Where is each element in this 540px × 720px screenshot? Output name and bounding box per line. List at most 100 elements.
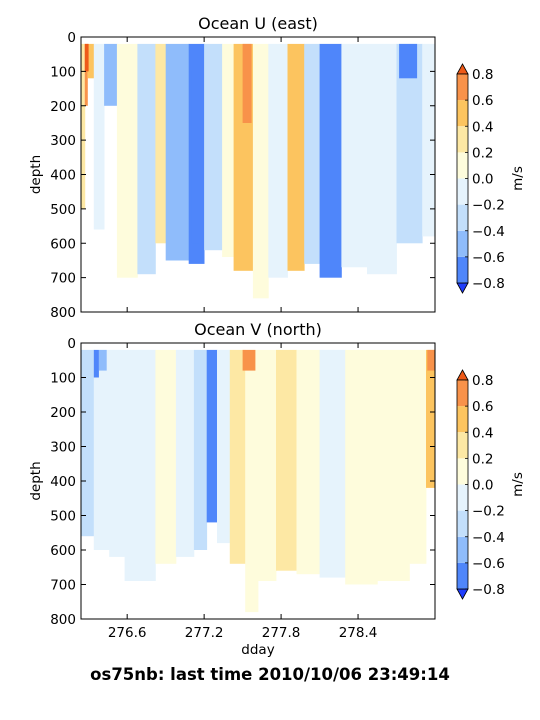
contour-column bbox=[87, 43, 95, 79]
contour-column bbox=[252, 43, 269, 299]
contour-column bbox=[137, 43, 156, 275]
contour-column bbox=[104, 43, 118, 106]
y-tick-label: 800 bbox=[50, 612, 76, 628]
colorbar-segment bbox=[457, 126, 468, 153]
contour-column bbox=[229, 349, 246, 564]
colorbar-tick-label: 0.6 bbox=[472, 93, 493, 109]
contour-column bbox=[319, 349, 346, 578]
contour-column bbox=[409, 349, 427, 564]
colorbar-segment bbox=[457, 406, 468, 433]
contour-column bbox=[276, 349, 297, 571]
colorbar-segment bbox=[457, 432, 468, 459]
contour-column bbox=[367, 43, 397, 275]
contour-column bbox=[93, 349, 110, 550]
contour-column bbox=[341, 43, 368, 268]
y-tick-label: 800 bbox=[50, 305, 76, 321]
colorbar-tick-label: 0.6 bbox=[472, 399, 493, 415]
y-axis-label: depth bbox=[28, 155, 44, 194]
contour-patch bbox=[93, 349, 99, 378]
ocean-v-panel: Ocean V (north) 0 100 200 300 400 500 600 700 800… bbox=[28, 320, 526, 658]
colorbar-label: m/s bbox=[510, 472, 526, 497]
colorbar-tick-label: 0.0 bbox=[472, 478, 493, 494]
panel-title: Ocean U (east) bbox=[198, 14, 318, 33]
contour-column bbox=[296, 349, 320, 575]
panel-title: Ocean V (north) bbox=[194, 320, 322, 339]
contour-column bbox=[81, 349, 95, 537]
y-tick-label: 200 bbox=[50, 405, 76, 421]
x-tick-label: 276.6 bbox=[108, 625, 147, 641]
colorbar-segment bbox=[457, 380, 468, 407]
contour-patch bbox=[84, 43, 89, 72]
colorbar-extend-min bbox=[456, 588, 469, 600]
colorbar-segment bbox=[457, 204, 468, 231]
ocean-u-panel: Ocean U (east) 0 100 200 300 400 500 600 700 800 d… bbox=[28, 14, 526, 321]
y-tick-label: 700 bbox=[50, 578, 76, 594]
colorbar-tick-label: −0.2 bbox=[472, 504, 505, 520]
contour-column bbox=[258, 349, 277, 581]
y-tick-label: 600 bbox=[50, 236, 76, 252]
colorbar-tick-label: −0.2 bbox=[472, 198, 505, 214]
colorbar-tick-label: −0.6 bbox=[472, 556, 505, 572]
y-tick-label: 100 bbox=[50, 371, 76, 387]
contour-column bbox=[245, 349, 259, 613]
colorbar-tick-label: 0.2 bbox=[472, 451, 493, 467]
colorbar-tick-label: −0.4 bbox=[472, 530, 505, 546]
colorbar-tick-label: 0.8 bbox=[472, 373, 493, 389]
contour-column bbox=[426, 349, 436, 488]
colorbar-tick-label: −0.4 bbox=[472, 224, 505, 240]
colorbar-tick-label: −0.8 bbox=[472, 582, 505, 598]
colorbar-segment bbox=[457, 178, 468, 205]
contour-column bbox=[345, 349, 378, 585]
contour-column bbox=[217, 349, 231, 544]
contour-column bbox=[222, 43, 234, 258]
colorbar-segment bbox=[457, 256, 468, 283]
contour-patch bbox=[99, 349, 107, 371]
footer-timestamp: os75nb: last time 2010/10/06 23:49:14 bbox=[90, 665, 450, 684]
x-tick-label: 278.4 bbox=[339, 625, 378, 641]
contour-column bbox=[175, 349, 195, 557]
y-tick-label: 200 bbox=[50, 99, 76, 115]
contour-column bbox=[206, 349, 218, 523]
colorbar-tick-label: 0.4 bbox=[472, 425, 493, 441]
y-tick-label: 400 bbox=[50, 168, 76, 184]
contour-column bbox=[319, 43, 342, 278]
colorbar-tick-label: 0.2 bbox=[472, 145, 493, 161]
contour-patch bbox=[399, 43, 418, 79]
y-tick-label: 600 bbox=[50, 543, 76, 559]
contour-column bbox=[81, 43, 86, 209]
x-axis-label: dday bbox=[241, 642, 274, 658]
contour-column bbox=[377, 349, 410, 581]
contour-column bbox=[287, 43, 305, 271]
contour-column bbox=[165, 43, 190, 261]
y-tick-label: 0 bbox=[67, 336, 76, 352]
colorbar-segment bbox=[457, 458, 468, 485]
contour-column bbox=[84, 43, 88, 106]
y-tick-label: 500 bbox=[50, 202, 76, 218]
colorbar-tick-label: 0.8 bbox=[472, 67, 493, 83]
y-tick-label: 500 bbox=[50, 509, 76, 525]
y-tick-label: 300 bbox=[50, 133, 76, 149]
contour-column bbox=[124, 349, 156, 581]
contour-column bbox=[304, 43, 320, 264]
contour-column bbox=[155, 43, 167, 244]
colorbar-extend-min bbox=[456, 282, 469, 294]
x-tick-label: 277.8 bbox=[262, 625, 301, 641]
colorbar-segment bbox=[457, 484, 468, 511]
colorbar-label: m/s bbox=[510, 166, 526, 191]
contour-column bbox=[109, 349, 125, 557]
colorbar-tick-label: −0.6 bbox=[472, 250, 505, 266]
contour-patch bbox=[427, 349, 435, 371]
y-tick-label: 0 bbox=[67, 30, 76, 46]
colorbar-segment bbox=[457, 562, 468, 589]
colorbar-segment bbox=[457, 100, 468, 127]
contour-column bbox=[116, 43, 138, 278]
contour-column bbox=[422, 43, 436, 237]
contour-column bbox=[204, 43, 223, 251]
colorbar-tick-label: 0.0 bbox=[472, 172, 493, 188]
y-axis-label: depth bbox=[28, 461, 44, 500]
colorbar-segment bbox=[457, 230, 468, 257]
contour-column bbox=[93, 43, 105, 230]
contour-column bbox=[268, 43, 288, 278]
colorbar-tick-label: −0.8 bbox=[472, 276, 505, 292]
